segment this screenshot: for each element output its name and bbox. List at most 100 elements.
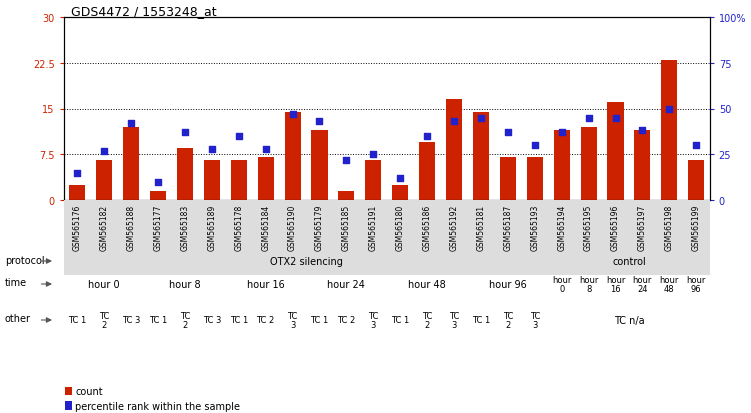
Text: hour 48: hour 48 (409, 279, 446, 289)
Text: GSM565199: GSM565199 (692, 204, 701, 251)
Bar (198, 201, 225, 275)
Point (448, 119, 460, 125)
Text: hour 24: hour 24 (327, 279, 365, 289)
Bar (608, 103, 623, 201)
Text: hour 0: hour 0 (89, 279, 120, 289)
Bar (392, 185, 409, 201)
Point (233, 133, 245, 140)
Text: GSM565181: GSM565181 (476, 204, 485, 250)
Bar (144, 201, 171, 275)
Text: protocol: protocol (5, 255, 44, 265)
Text: GSM565192: GSM565192 (450, 204, 459, 250)
Bar (548, 201, 575, 275)
Bar (171, 201, 198, 275)
Bar (204, 161, 220, 201)
Bar (581, 128, 596, 201)
Text: TC 1: TC 1 (310, 316, 329, 325)
Text: hour
0: hour 0 (552, 275, 572, 294)
Text: GSM565185: GSM565185 (342, 204, 351, 250)
Bar (338, 191, 354, 201)
Text: control: control (612, 256, 646, 266)
Text: hour 8: hour 8 (169, 279, 201, 289)
Bar (656, 201, 683, 275)
Bar (96, 161, 113, 201)
Bar (177, 149, 193, 201)
Text: GSM565194: GSM565194 (557, 204, 566, 251)
Bar (662, 61, 677, 201)
Text: hour 16: hour 16 (247, 279, 285, 289)
Text: hour
8: hour 8 (579, 275, 599, 294)
Point (367, 152, 379, 158)
Text: GSM565196: GSM565196 (611, 204, 620, 251)
Text: TC 2: TC 2 (337, 316, 355, 325)
Bar (575, 201, 602, 275)
Text: TC
2: TC 2 (179, 311, 190, 330)
Point (636, 128, 648, 135)
Bar (150, 191, 166, 201)
Text: TC 1: TC 1 (68, 316, 86, 325)
Text: TC 1: TC 1 (230, 316, 248, 325)
Text: GSM565182: GSM565182 (100, 204, 109, 250)
Point (610, 115, 622, 122)
Bar (225, 201, 252, 275)
Bar (441, 201, 467, 275)
Bar (414, 201, 441, 275)
Text: TC 1: TC 1 (391, 316, 409, 325)
Point (125, 121, 137, 127)
Bar (602, 201, 629, 275)
Point (260, 146, 272, 153)
Text: GSM565186: GSM565186 (423, 204, 432, 250)
Bar (629, 201, 656, 275)
Bar (387, 201, 414, 275)
Bar (419, 143, 436, 201)
Text: hour
48: hour 48 (659, 275, 679, 294)
Text: TC
2: TC 2 (422, 311, 433, 330)
Point (98, 148, 110, 154)
Bar (91, 201, 118, 275)
Point (179, 130, 191, 136)
Text: GSM565179: GSM565179 (315, 204, 324, 251)
Point (556, 130, 568, 136)
Text: percentile rank within the sample: percentile rank within the sample (75, 401, 240, 411)
Text: count: count (75, 387, 103, 396)
Bar (258, 158, 273, 201)
Point (529, 142, 541, 149)
Text: TC 1: TC 1 (149, 316, 167, 325)
Bar (360, 201, 387, 275)
Text: GSM565178: GSM565178 (234, 204, 243, 250)
Text: GSM565180: GSM565180 (396, 204, 405, 250)
Text: TC 1: TC 1 (472, 316, 490, 325)
Text: TC 3: TC 3 (122, 316, 140, 325)
Point (287, 112, 299, 118)
Bar (65, 387, 72, 395)
Bar (118, 201, 144, 275)
Text: GSM565183: GSM565183 (180, 204, 189, 250)
Text: TC n/a: TC n/a (614, 315, 644, 325)
Text: TC
3: TC 3 (449, 311, 459, 330)
Bar (446, 100, 462, 201)
Point (502, 130, 514, 136)
Point (690, 142, 702, 149)
Point (313, 119, 325, 125)
Text: TC 2: TC 2 (257, 316, 275, 325)
Text: GSM565197: GSM565197 (638, 204, 647, 251)
Bar (69, 185, 86, 201)
Text: hour
24: hour 24 (633, 275, 652, 294)
Bar (312, 131, 327, 201)
Text: GSM565184: GSM565184 (261, 204, 270, 250)
Bar (526, 158, 543, 201)
Text: other: other (5, 313, 31, 323)
Bar (553, 131, 570, 201)
Bar (473, 112, 489, 201)
Point (152, 179, 164, 185)
Text: TC
2: TC 2 (502, 311, 513, 330)
Text: TC 3: TC 3 (203, 316, 221, 325)
Text: hour
16: hour 16 (606, 275, 625, 294)
Text: hour 96: hour 96 (489, 279, 526, 289)
Bar (252, 201, 279, 275)
Bar (521, 201, 548, 275)
Text: time: time (5, 278, 27, 287)
Text: TC
3: TC 3 (288, 311, 297, 330)
Text: GSM565188: GSM565188 (127, 204, 136, 250)
Point (340, 157, 352, 164)
